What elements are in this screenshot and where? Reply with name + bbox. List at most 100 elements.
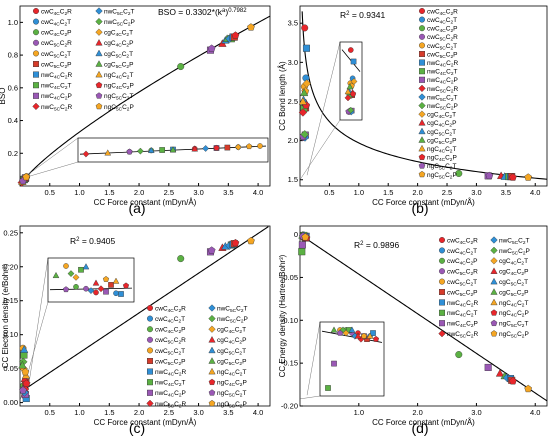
legend-subscript: 4C (168, 382, 175, 388)
inset-point (257, 143, 263, 149)
y-tick-label: -0.15 (281, 359, 298, 368)
legend-marker (208, 357, 216, 364)
inset-point (325, 385, 331, 391)
fit-annotation: R2 = 0.9405 (70, 236, 115, 246)
legend-text: nwC (447, 331, 460, 338)
legend-text: cwC (427, 51, 440, 58)
inset-point (62, 286, 70, 293)
legend-subscript: 2 (450, 54, 453, 60)
legend-text: C (235, 337, 240, 344)
legend-text: cwC (41, 61, 54, 68)
legend-text: C (236, 305, 241, 312)
legend-subscript: 5C (54, 64, 61, 70)
legend-text: C (517, 269, 522, 276)
legend-marker (95, 81, 103, 89)
legend-marker (419, 16, 426, 23)
legend-text: T (242, 327, 246, 334)
legend-text: cwC (155, 358, 168, 365)
legend-text: C (122, 93, 127, 100)
legend-text: nwC (499, 237, 512, 244)
legend-text: nwC (427, 69, 440, 76)
legend-subscript: 5C (54, 106, 61, 112)
legend-subscript: 2 (240, 393, 243, 399)
legend-subscript: 4C (440, 80, 447, 86)
legend-text: nwC (104, 8, 117, 15)
legend-subscript: 2 (450, 157, 453, 163)
legend-text: R (181, 305, 186, 312)
legend-text: C (446, 34, 451, 41)
x-tick-label: 3.5 (223, 188, 233, 197)
legend-text: C (174, 337, 179, 344)
legend-subscript: 4C (511, 313, 518, 319)
legend-text: C (446, 17, 451, 24)
legend-text: C (446, 94, 451, 101)
legend-text: cwC (41, 19, 54, 26)
inset-point (93, 289, 99, 296)
legend-text: R (68, 72, 73, 79)
legend-label: ngC5CC2T (217, 390, 246, 399)
legend-text: C (517, 258, 522, 265)
legend-text: nwC (427, 86, 440, 93)
legend-label: cgC4CC2P (427, 120, 456, 129)
legend-subscript: 4C (168, 372, 175, 378)
legend-text: T (524, 300, 528, 307)
x-axis-label: CC Force constant (mDyn/Å) (94, 418, 197, 427)
legend-marker (439, 247, 446, 254)
legend-text: C (446, 103, 451, 110)
panel-label: (a) (128, 200, 145, 216)
legend-text: cwC (155, 348, 168, 355)
legend-text: C (466, 289, 471, 296)
legend-text: C (517, 289, 522, 296)
x-tick-label: 0.5 (45, 188, 55, 197)
fit-line (299, 234, 548, 402)
legend-label: nwC5CC2P (104, 19, 135, 28)
legend-text: C (60, 93, 65, 100)
legend-subscript: 2 (450, 166, 453, 172)
legend-subscript: 2 (521, 282, 524, 288)
y-tick-label: -0.05 (281, 273, 298, 282)
legend-label: ngC4CC2P (104, 83, 134, 92)
legend-text: nwC (427, 94, 440, 101)
legend-marker (418, 127, 426, 135)
legend-subscript: 4C (54, 32, 61, 38)
legend-text: ngC (499, 331, 511, 338)
data-point (298, 97, 308, 105)
y-tick-label: -0.10 (281, 316, 298, 325)
data-point (21, 367, 30, 376)
legend-text: ngC (427, 172, 439, 179)
legend-text: R (454, 86, 459, 93)
legend-subscript: 2 (64, 64, 67, 70)
legend-subscript: 2 (451, 97, 454, 103)
inset-point (336, 329, 344, 336)
legend-marker (146, 326, 153, 333)
legend-text: C (60, 61, 65, 68)
legend-text: C (235, 369, 240, 376)
legend-text: T (452, 146, 456, 153)
x-tick-label: 4.0 (530, 408, 540, 417)
legend-text: C (60, 30, 65, 37)
inset-point (354, 332, 362, 339)
legend-subscript: 2 (240, 382, 243, 388)
legend-marker (490, 298, 498, 306)
legend-text: T (131, 8, 135, 15)
legend-label: cwC4CC2P (41, 30, 72, 39)
data-point (22, 379, 31, 387)
data-point (20, 345, 29, 353)
legend-text: T (182, 380, 186, 387)
legend-label: nwC5CC2T (217, 305, 248, 314)
legend-subscript: 4C (460, 323, 467, 329)
legend-subscript: 4C (440, 63, 447, 69)
x-tick-label: 3.5 (501, 188, 511, 197)
legend-marker (208, 389, 216, 396)
legend-marker (418, 110, 426, 118)
data-point (298, 248, 306, 256)
legend-marker (439, 257, 446, 264)
legend-label: cgC5CC2T (217, 348, 246, 357)
inset-point (346, 83, 354, 90)
legend-label: cwC5CC2P (447, 289, 478, 298)
inset-point (344, 88, 352, 95)
legend-text: ngC (499, 321, 511, 328)
legend-text: P (453, 51, 457, 58)
inset-connector (300, 119, 341, 179)
legend-text: T (453, 43, 457, 50)
